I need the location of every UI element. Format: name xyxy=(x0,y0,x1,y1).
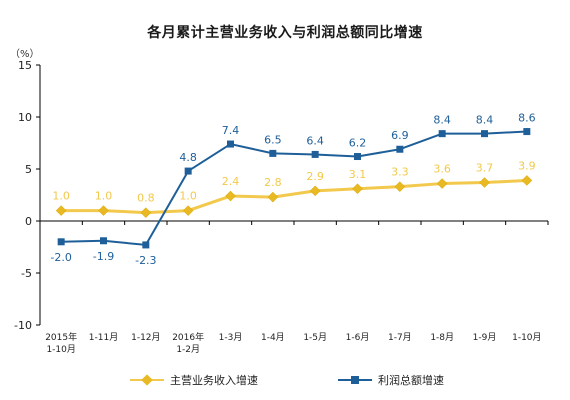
x-tick-label: 1-9月 xyxy=(473,332,497,343)
x-tick-label: 1-2月 xyxy=(176,344,200,355)
data-point-profit xyxy=(57,238,65,246)
data-point-revenue xyxy=(436,178,448,189)
data-point-revenue xyxy=(182,205,194,216)
legend-item-profit: 利润总额增速 xyxy=(338,372,444,388)
data-label-profit: 6.2 xyxy=(349,137,367,150)
data-point-profit xyxy=(438,130,446,138)
data-label-revenue: 1.0 xyxy=(95,190,113,203)
x-tick-label: 1-7月 xyxy=(388,332,412,343)
data-point-revenue xyxy=(394,181,406,193)
y-tick-label: 5 xyxy=(25,163,32,176)
data-label-profit: 7.4 xyxy=(222,124,240,137)
x-tick-label: 1-11月 xyxy=(89,332,118,343)
data-label-profit: 8.6 xyxy=(518,112,536,125)
x-tick-label: 2015年 xyxy=(45,331,77,343)
data-point-profit xyxy=(227,140,234,148)
data-label-profit: 6.5 xyxy=(264,133,282,146)
x-tick-label: 1-10月 xyxy=(46,344,75,355)
data-label-revenue: 1.0 xyxy=(52,190,70,203)
legend-label-revenue: 主营业务收入增速 xyxy=(170,374,258,387)
data-label-profit: 8.4 xyxy=(476,114,494,127)
x-tick-label: 2016年 xyxy=(172,331,204,343)
data-point-revenue xyxy=(267,191,279,203)
y-tick-label: -5 xyxy=(21,267,32,280)
x-tick-label: 1-6月 xyxy=(346,332,370,343)
x-tick-label: 1-8月 xyxy=(430,332,454,343)
data-point-profit xyxy=(142,241,150,249)
y-tick-label: 10 xyxy=(18,111,32,124)
data-label-profit: -2.3 xyxy=(135,254,156,267)
y-tick-label: -10 xyxy=(14,319,32,332)
data-point-profit xyxy=(311,150,319,158)
legend-item-revenue: 主营业务收入增速 xyxy=(130,372,258,388)
data-label-profit: 6.4 xyxy=(306,134,324,147)
data-point-revenue xyxy=(479,177,490,188)
series-line-revenue xyxy=(61,178,527,215)
y-tick-label: 15 xyxy=(18,59,32,72)
x-tick-label: 1-4月 xyxy=(261,332,285,343)
data-label-revenue: 3.3 xyxy=(391,166,409,179)
data-point-revenue xyxy=(225,190,236,202)
data-point-profit xyxy=(184,167,192,175)
data-label-revenue: 2.4 xyxy=(222,175,240,188)
data-point-profit xyxy=(269,149,277,157)
data-label-profit: -1.9 xyxy=(93,250,114,263)
data-label-profit: 6.9 xyxy=(391,129,409,142)
data-label-profit: -2.0 xyxy=(50,251,71,264)
chart-legend: 主营业务收入增速 利润总额增速 xyxy=(0,372,570,392)
chart-title: 各月累计主营业务收入与利润总额同比增速 xyxy=(147,25,423,41)
data-point-revenue xyxy=(140,207,152,219)
legend-label-profit: 利润总额增速 xyxy=(378,374,444,387)
data-label-revenue: 3.9 xyxy=(518,159,536,172)
legend-swatch-profit xyxy=(338,373,372,387)
data-label-profit: 8.4 xyxy=(433,114,451,127)
data-label-revenue: 3.7 xyxy=(476,162,494,175)
data-point-revenue xyxy=(352,183,363,195)
data-point-revenue xyxy=(98,205,109,216)
data-label-profit: 4.8 xyxy=(179,151,197,164)
data-point-revenue xyxy=(55,205,67,216)
x-tick-label: 1-12月 xyxy=(131,332,160,343)
x-tick-label: 1-5月 xyxy=(303,332,327,343)
data-point-profit xyxy=(354,153,361,161)
data-point-revenue xyxy=(521,175,533,186)
legend-swatch-revenue xyxy=(130,373,164,387)
x-tick-label: 1-3月 xyxy=(219,332,243,343)
data-point-profit xyxy=(481,130,488,138)
y-axis-unit: （%） xyxy=(10,49,40,60)
data-label-revenue: 1.0 xyxy=(179,190,197,203)
data-label-revenue: 0.8 xyxy=(137,192,155,205)
data-point-profit xyxy=(396,145,404,153)
series-line-profit xyxy=(61,130,527,246)
data-label-revenue: 3.1 xyxy=(349,168,367,181)
x-tick-label: 1-10月 xyxy=(512,332,541,343)
data-label-revenue: 2.9 xyxy=(306,170,324,183)
data-point-profit xyxy=(100,237,107,245)
y-tick-label: 0 xyxy=(25,215,32,228)
data-label-revenue: 2.8 xyxy=(264,176,282,189)
data-label-revenue: 3.6 xyxy=(433,163,451,176)
data-point-profit xyxy=(523,128,531,136)
data-point-revenue xyxy=(309,185,321,197)
